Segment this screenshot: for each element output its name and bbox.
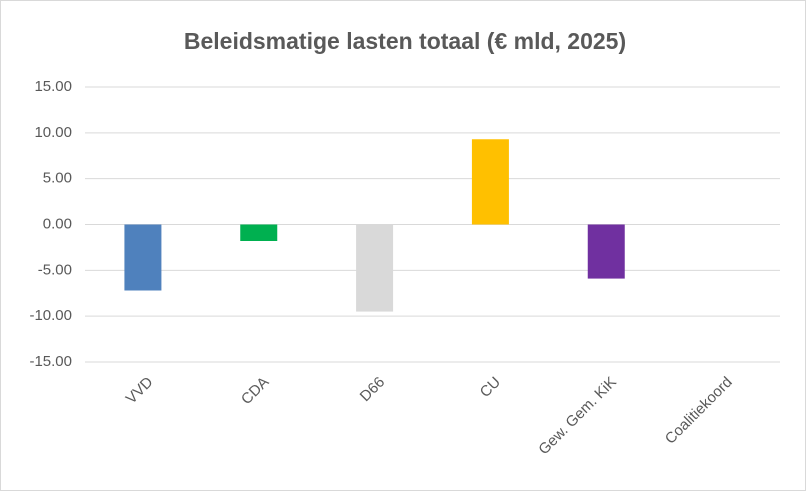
- y-tick-label: -5.00: [38, 261, 72, 278]
- bar: [240, 224, 278, 241]
- bar: [587, 224, 625, 279]
- y-tick-label: -15.00: [29, 353, 72, 370]
- bar: [471, 139, 509, 225]
- y-tick-label: 15.00: [34, 78, 72, 95]
- y-tick-label: -10.00: [29, 307, 72, 324]
- y-tick-label: 10.00: [34, 124, 72, 141]
- chart-title: Beleidsmatige lasten totaal (€ mld, 2025…: [184, 28, 626, 54]
- y-tick-label: 0.00: [43, 215, 72, 232]
- bar: [124, 224, 162, 291]
- bar: [356, 224, 394, 312]
- y-tick-label: 5.00: [43, 170, 72, 187]
